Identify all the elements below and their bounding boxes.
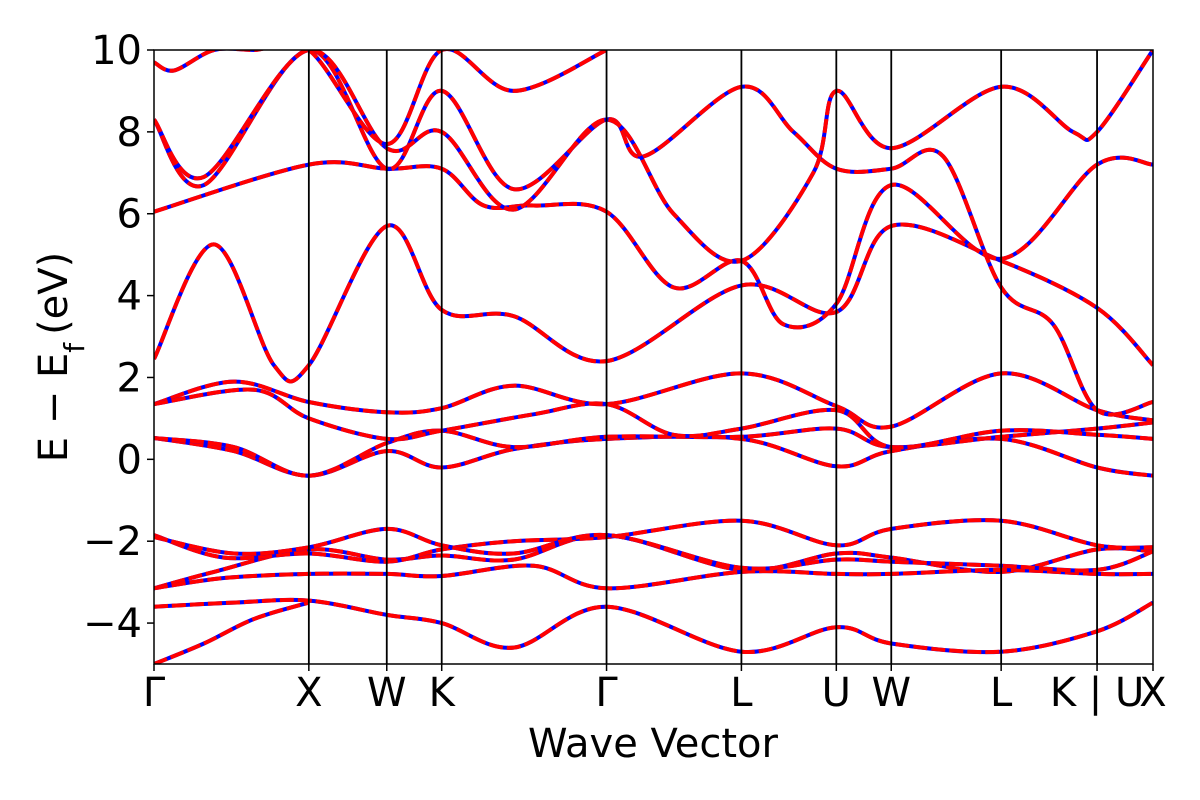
y-tick-label-5: 4 xyxy=(117,274,142,320)
band-line-overlay-8 xyxy=(154,420,1153,478)
x-tick-label-2: X xyxy=(295,670,322,716)
y-tick-label-8: 10 xyxy=(91,28,142,74)
x-tick-label-6: L xyxy=(730,670,753,716)
x-tick-label-11: X xyxy=(1139,670,1166,716)
y-axis-ticks: −4 −2 0 2 4 6 8 10 xyxy=(83,28,154,647)
band-line-overlay-1 xyxy=(154,600,310,664)
y-tick-label-2: −2 xyxy=(83,519,142,565)
x-tick-label-10: K | U xyxy=(1050,670,1144,716)
y-axis-title: E − Ef (eV) xyxy=(31,252,91,463)
y-tick-label-4: 2 xyxy=(117,355,142,401)
y-axis-title-subscript: f xyxy=(58,342,91,353)
x-tick-label-8: W xyxy=(871,670,911,716)
band-line-overlay-15 xyxy=(154,50,608,147)
x-tick-label-1: Γ xyxy=(143,670,166,716)
x-axis-title: Wave Vector xyxy=(528,721,779,767)
y-tick-label-3: 0 xyxy=(117,437,142,483)
band-line-overlay-2 xyxy=(154,597,1153,655)
plot-frame xyxy=(153,49,1154,665)
y-tick-label-1: −4 xyxy=(83,601,142,647)
band-line-overlay-14 xyxy=(154,50,1153,264)
y-axis-title-unit: (eV) xyxy=(31,252,77,335)
y-axis-title-main: E − E xyxy=(31,353,77,463)
y-tick-label-7: 8 xyxy=(117,110,142,156)
y-tick-label-6: 6 xyxy=(117,192,142,238)
x-tick-label-7: U xyxy=(822,670,851,716)
x-tick-label-3: W xyxy=(367,670,407,716)
x-tick-label-5: Γ xyxy=(595,670,618,716)
high-symmetry-lines xyxy=(307,50,1098,664)
x-tick-label-9: L xyxy=(990,670,1013,716)
x-tick-label-4: K xyxy=(429,670,457,716)
